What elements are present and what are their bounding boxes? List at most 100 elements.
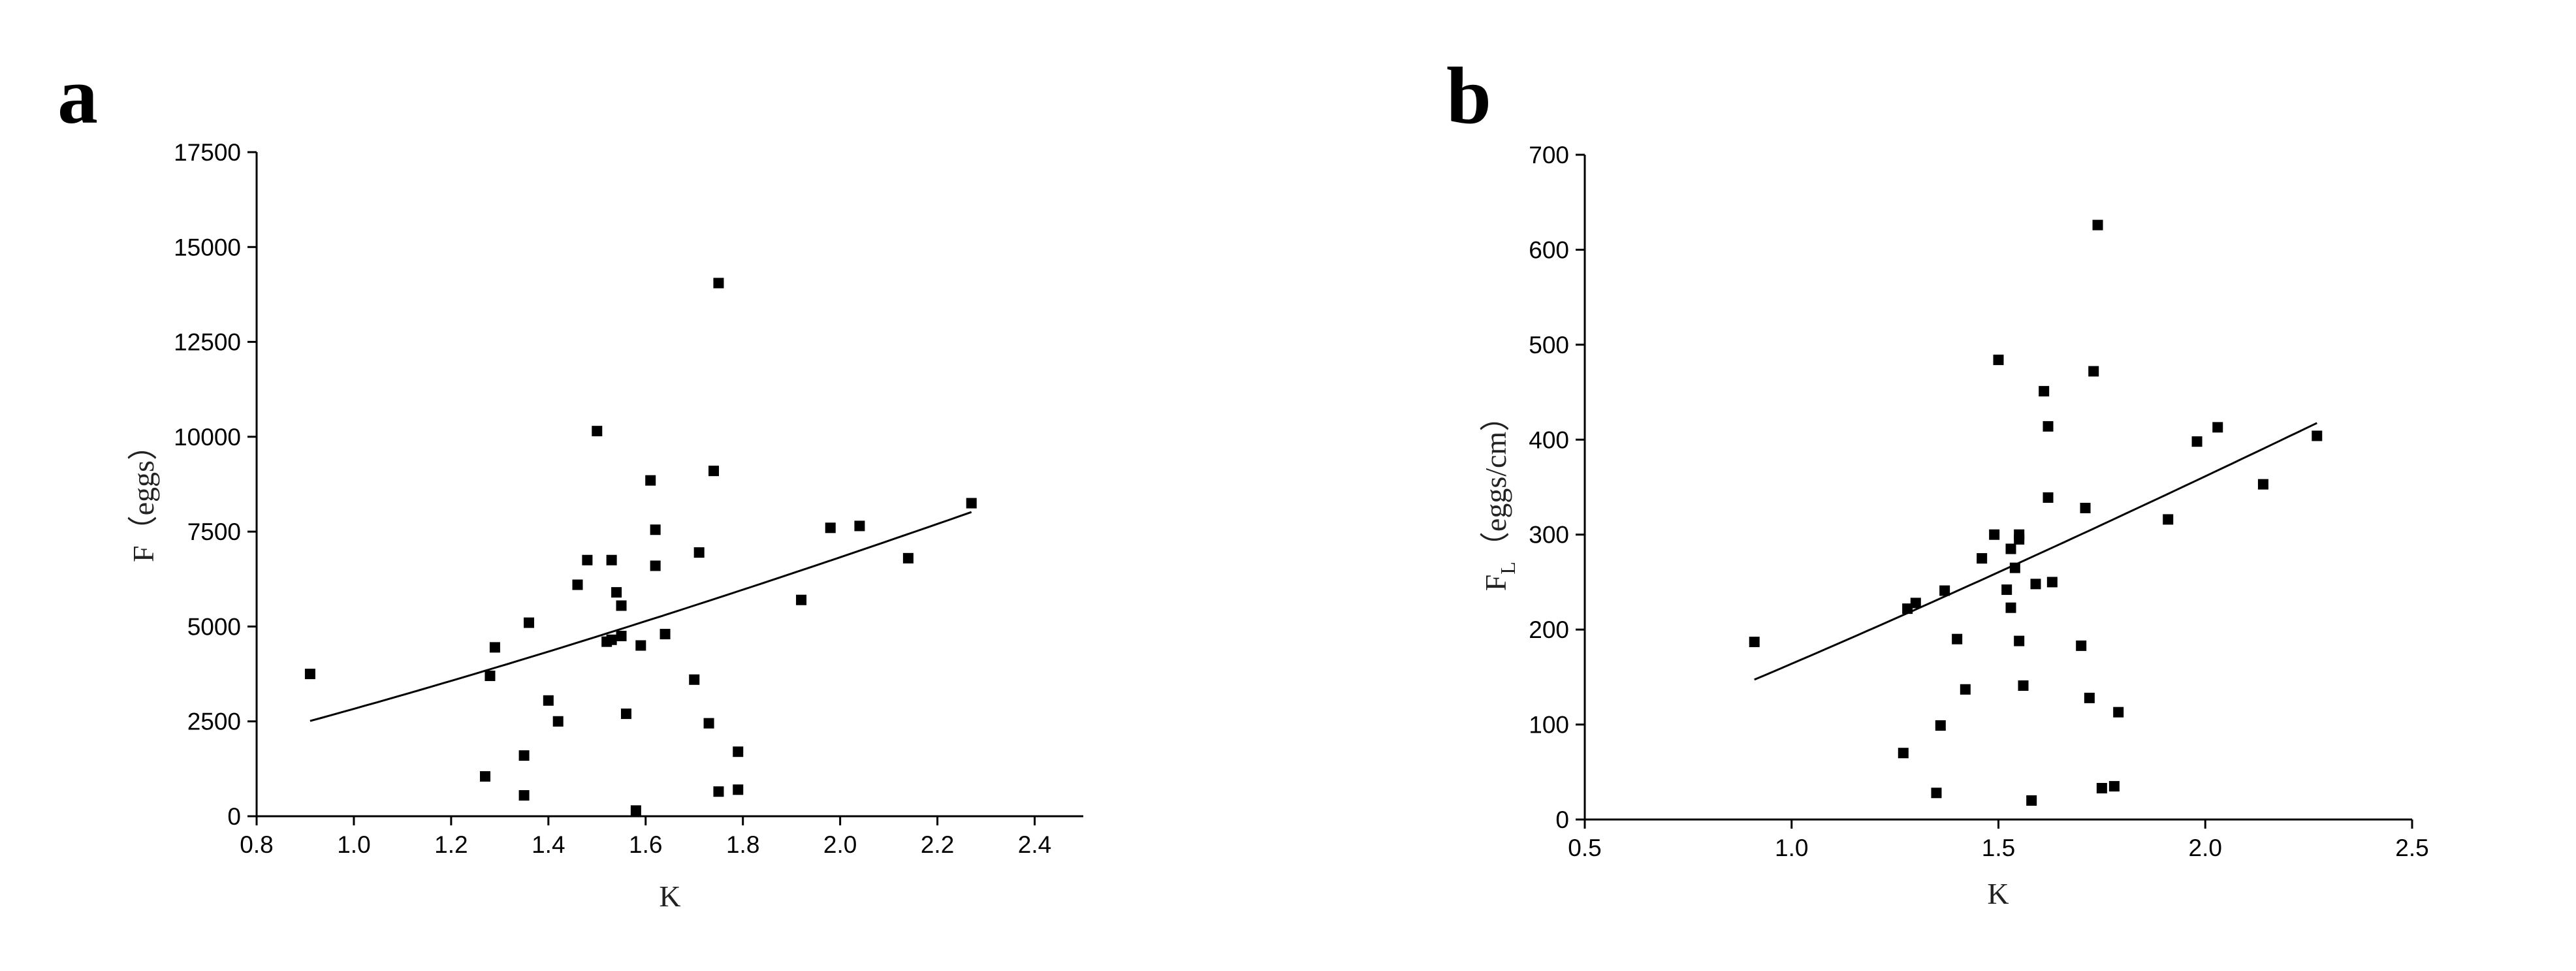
data-point-b (1952, 633, 1963, 645)
chart-panel-a: K F（eggs） 0.8 1.0 1.2 1.4 1.6 1.8 2.0 2.2 2.4 0 25… (127, 139, 1083, 913)
y-tick-label-b: 300 (1529, 522, 1569, 549)
y-tick-label-a: 5000 (187, 613, 241, 640)
data-point-b (1939, 585, 1950, 596)
y-tick-label-b: 500 (1529, 332, 1569, 358)
data-point-a (611, 587, 622, 598)
x-tick-label-b: 1.5 (1982, 835, 2015, 861)
data-point-b (2163, 514, 2174, 525)
data-point-a (693, 547, 705, 558)
y-tick-label-b: 100 (1529, 712, 1569, 739)
y-tick-label-b: 200 (1529, 616, 1569, 643)
data-point-b (1960, 684, 1971, 695)
x-axis-title-b: K (1987, 877, 2009, 910)
x-tick-label-b: 1.0 (1775, 835, 1808, 861)
data-point-a (689, 674, 700, 685)
x-tick-label-a: 1.4 (532, 831, 565, 858)
data-point-b (1931, 788, 1942, 799)
x-tick-label-a: 1.6 (629, 831, 662, 858)
data-point-b (2026, 795, 2037, 806)
data-point-b (2039, 386, 2050, 397)
y-tick-label-a: 10000 (174, 424, 241, 451)
y-axis-title-b-sub: L (1496, 562, 1519, 575)
y-tick-label-b: 400 (1529, 426, 1569, 453)
data-point-b (2212, 422, 2223, 433)
data-point-a (630, 805, 641, 816)
data-point-a (854, 520, 865, 532)
x-tick-label-b: 2.0 (2189, 835, 2222, 861)
data-point-b (2009, 562, 2020, 573)
data-point-b (2014, 529, 2025, 540)
y-tick-label-b: 700 (1529, 142, 1569, 168)
data-point-a (524, 617, 535, 628)
data-point-a (606, 634, 617, 645)
data-point-a (620, 708, 631, 720)
data-point-b (2113, 707, 2124, 718)
data-point-a (902, 552, 914, 564)
data-point-b (2046, 577, 2058, 588)
y-tick-label-a: 0 (227, 803, 241, 830)
fit-curve-b (1754, 422, 2317, 681)
data-point-a (582, 554, 593, 565)
data-point-b (1898, 748, 1909, 759)
data-point-b (2043, 492, 2054, 503)
data-point-a (645, 475, 656, 486)
data-point-a (480, 771, 491, 782)
data-point-b (1902, 603, 1913, 614)
data-point-a (966, 498, 977, 509)
data-point-a (606, 554, 617, 565)
y-axis-title-b: FL（eggs/cm） (1479, 402, 1519, 591)
data-point-b (2092, 219, 2103, 231)
data-point-a (543, 695, 554, 706)
x-tick-label-a: 1.0 (337, 831, 370, 858)
data-point-a (703, 718, 714, 729)
data-point-a (592, 426, 603, 437)
data-point-a (713, 278, 724, 289)
y-axis-title-a: F（eggs） (127, 430, 160, 562)
data-point-a (489, 642, 500, 653)
panel-label-a: a (57, 51, 98, 140)
data-point-a (616, 630, 627, 641)
data-point-a (304, 669, 315, 680)
data-point-b (1989, 529, 2000, 540)
data-point-b (2312, 430, 2323, 441)
y-tick-label-a: 12500 (174, 329, 241, 356)
data-point-a (660, 629, 671, 640)
data-point-b (2108, 781, 2120, 792)
data-point-b (1910, 597, 1921, 609)
data-point-b (2080, 502, 2091, 513)
x-tick-label-a: 1.2 (434, 831, 468, 858)
x-tick-label-a: 2.4 (1018, 831, 1051, 858)
data-point-b (2096, 783, 2107, 794)
y-tick-label-a: 2500 (187, 708, 241, 735)
data-point-a (825, 522, 836, 533)
data-point-b (2005, 602, 2016, 613)
data-point-a (616, 600, 627, 611)
data-point-b (2005, 543, 2016, 554)
data-point-a (572, 579, 583, 590)
data-point-a (650, 524, 661, 535)
y-tick-label-a: 17500 (174, 139, 241, 166)
x-tick-label-a: 2.0 (823, 831, 857, 858)
data-point-b (2076, 640, 2087, 651)
y-tick-label-b: 0 (1555, 806, 1569, 833)
data-point-a (650, 560, 661, 571)
data-point-b (2014, 635, 2025, 646)
data-point-a (733, 784, 744, 795)
data-point-a (485, 670, 496, 681)
x-tick-label-a: 1.8 (726, 831, 759, 858)
data-point-b (2191, 436, 2202, 447)
data-point-b (2257, 479, 2268, 490)
data-point-b (1935, 720, 1946, 731)
data-point-a (796, 594, 807, 605)
data-point-b (1749, 637, 1760, 648)
y-axis-title-b-main: F (1479, 575, 1512, 592)
data-point-b (2018, 680, 2029, 691)
data-point-a (635, 640, 646, 651)
data-point-a (708, 466, 720, 477)
data-point-a (518, 790, 530, 801)
data-point-b (2043, 421, 2054, 432)
data-point-a (733, 746, 744, 757)
data-point-a (518, 750, 530, 761)
data-point-b (2084, 692, 2095, 703)
